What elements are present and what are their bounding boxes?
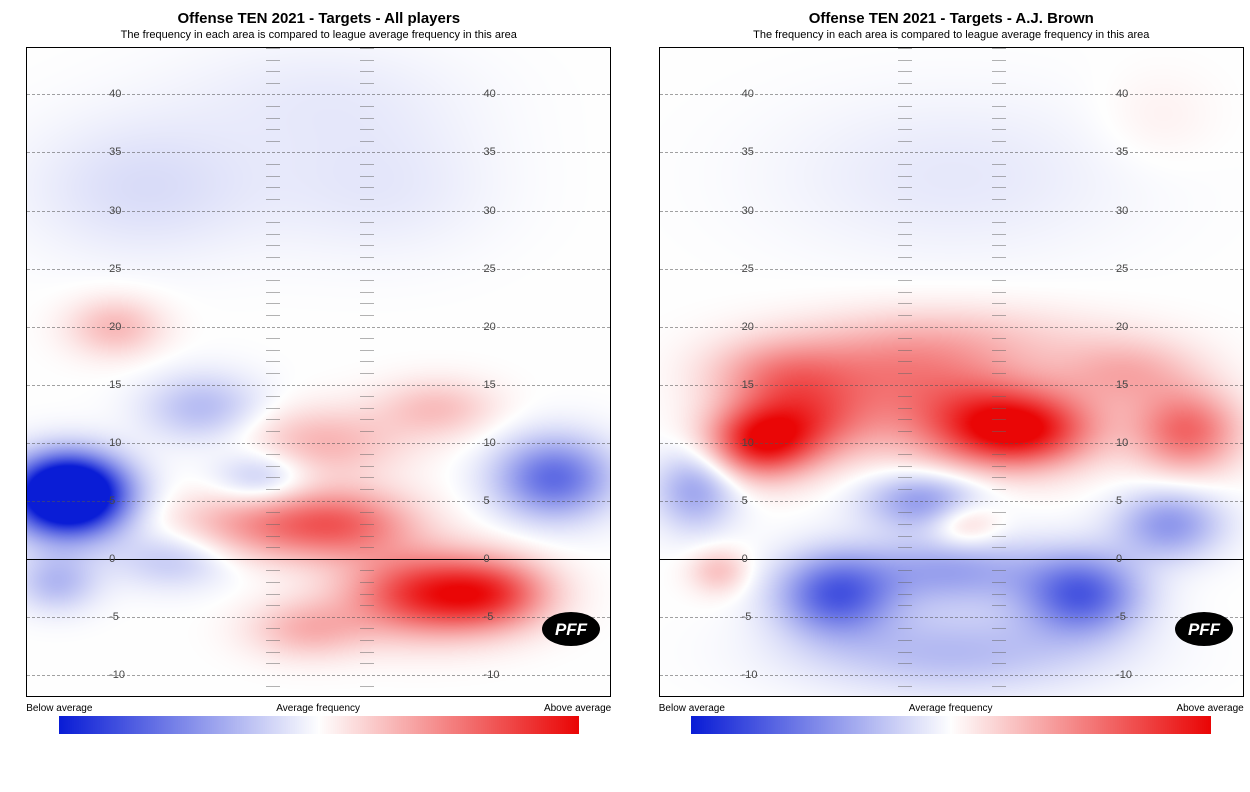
panel-left: Offense TEN 2021 - Targets - All players…	[10, 10, 628, 734]
yard-number: 20	[1116, 321, 1128, 333]
yard-number: 35	[742, 146, 754, 158]
yard-number: 40	[109, 88, 121, 100]
yard-number: -5	[742, 611, 752, 623]
plot-area: -10 -10 -5 -5 0 0 5 5 10 10 15 15 20 20 25 25 30 30 35 35 40…	[26, 47, 611, 697]
yard-number: 20	[742, 321, 754, 333]
yard-number: -10	[484, 669, 500, 681]
yard-number: 35	[484, 146, 496, 158]
yard-number: 10	[742, 437, 754, 449]
yard-number: 5	[1116, 495, 1122, 507]
yard-number: 0	[484, 553, 490, 565]
yard-number: 5	[109, 495, 115, 507]
yard-number: 40	[484, 88, 496, 100]
field-overlay: -10 -10 -5 -5 0 0 5 5 10 10 15 15 20 20 25 25 30 30 35 35 40…	[27, 48, 610, 696]
yard-number: 25	[484, 263, 496, 275]
field-overlay: -10 -10 -5 -5 0 0 5 5 10 10 15 15 20 20 25 25 30 30 35 35 40…	[660, 48, 1243, 696]
plot-area: -10 -10 -5 -5 0 0 5 5 10 10 15 15 20 20 25 25 30 30 35 35 40…	[659, 47, 1244, 697]
legend-high: Above average	[544, 703, 611, 714]
yard-number: 10	[109, 437, 121, 449]
yard-number: 25	[109, 263, 121, 275]
panel-subtitle: The frequency in each area is compared t…	[121, 29, 517, 41]
yard-number: 15	[1116, 379, 1128, 391]
yard-number: 40	[742, 88, 754, 100]
yard-number: 5	[742, 495, 748, 507]
legend-high: Above average	[1176, 703, 1243, 714]
panel-right: Offense TEN 2021 - Targets - A.J. Brown …	[643, 10, 1250, 734]
yard-number: -10	[109, 669, 125, 681]
panel-title: Offense TEN 2021 - Targets - All players	[177, 10, 460, 27]
legend-labels: Below average Average frequency Above av…	[26, 703, 611, 714]
yard-number: 35	[1116, 146, 1128, 158]
yard-number: 0	[1116, 553, 1122, 565]
legend-labels: Below average Average frequency Above av…	[659, 703, 1244, 714]
colorbar	[59, 716, 579, 734]
yard-number: -10	[1116, 669, 1132, 681]
legend-mid: Average frequency	[276, 703, 360, 714]
yard-number: 15	[742, 379, 754, 391]
legend-mid: Average frequency	[909, 703, 993, 714]
yard-number: 5	[484, 495, 490, 507]
yard-number: 35	[109, 146, 121, 158]
yard-number: -5	[484, 611, 494, 623]
yard-number: 0	[742, 553, 748, 565]
yard-number: 30	[1116, 205, 1128, 217]
yard-number: 20	[484, 321, 496, 333]
chart-panels: Offense TEN 2021 - Targets - All players…	[10, 10, 1250, 734]
yard-number: 15	[484, 379, 496, 391]
yard-number: 25	[1116, 263, 1128, 275]
yard-number: 30	[484, 205, 496, 217]
panel-subtitle: The frequency in each area is compared t…	[753, 29, 1149, 41]
yard-number: -5	[1116, 611, 1126, 623]
yard-number: 30	[742, 205, 754, 217]
legend-low: Below average	[659, 703, 725, 714]
yard-number: 10	[484, 437, 496, 449]
yard-number: 30	[109, 205, 121, 217]
yard-number: 20	[109, 321, 121, 333]
yard-number: 40	[1116, 88, 1128, 100]
yard-number: -10	[742, 669, 758, 681]
colorbar	[691, 716, 1211, 734]
yard-number: 10	[1116, 437, 1128, 449]
yard-number: 25	[742, 263, 754, 275]
yard-number: 0	[109, 553, 115, 565]
legend-low: Below average	[26, 703, 92, 714]
panel-title: Offense TEN 2021 - Targets - A.J. Brown	[809, 10, 1094, 27]
yard-number: 15	[109, 379, 121, 391]
yard-number: -5	[109, 611, 119, 623]
